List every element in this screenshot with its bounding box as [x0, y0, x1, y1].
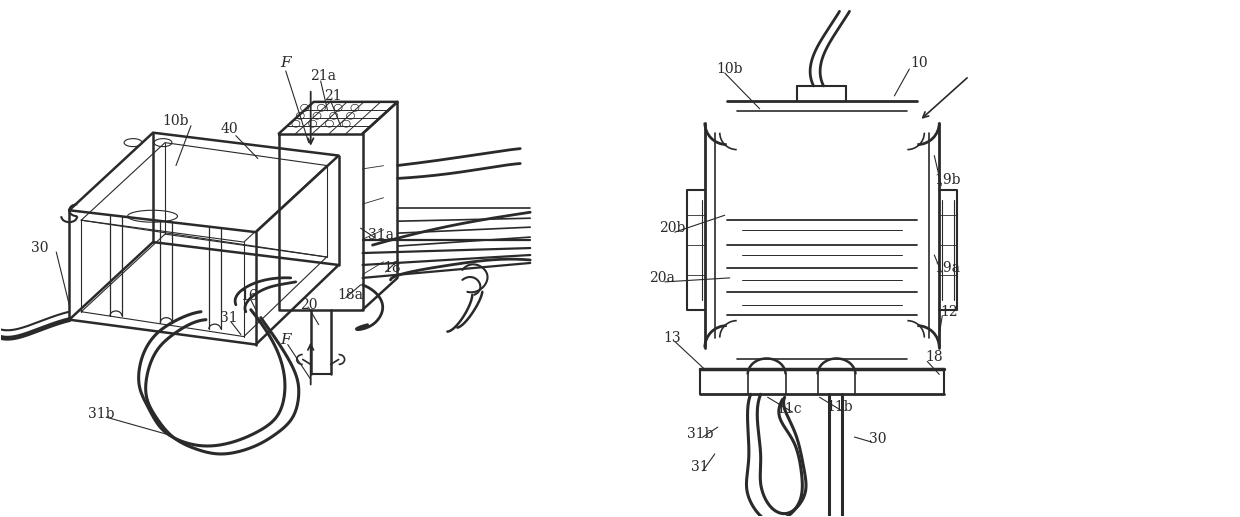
- Text: 10: 10: [910, 56, 929, 70]
- Text: 18a: 18a: [337, 288, 363, 302]
- Text: 31a: 31a: [367, 228, 393, 242]
- Text: 13: 13: [663, 330, 681, 344]
- Text: 21: 21: [324, 89, 341, 103]
- Text: 19b: 19b: [934, 173, 961, 188]
- Text: 11c: 11c: [776, 402, 802, 416]
- Text: 31: 31: [691, 460, 708, 474]
- Text: 40: 40: [219, 121, 238, 135]
- Text: 20a: 20a: [649, 271, 675, 285]
- Text: 30: 30: [869, 432, 887, 446]
- Text: 20: 20: [300, 298, 317, 312]
- Text: 11b: 11b: [826, 400, 853, 414]
- Text: 30: 30: [31, 241, 48, 255]
- Text: 31b: 31b: [88, 407, 114, 421]
- Text: 19a: 19a: [934, 261, 960, 275]
- Text: 20b: 20b: [658, 221, 684, 235]
- Text: 31b: 31b: [687, 427, 713, 441]
- Text: 12: 12: [940, 305, 959, 318]
- Text: 21a: 21a: [310, 69, 336, 83]
- Text: 10b: 10b: [717, 62, 743, 76]
- Text: 16: 16: [241, 289, 258, 303]
- Text: 10b: 10b: [162, 114, 190, 128]
- Text: F: F: [280, 56, 291, 70]
- Text: 31: 31: [219, 311, 238, 325]
- Text: 18: 18: [925, 351, 944, 364]
- Text: 18: 18: [383, 261, 402, 275]
- Text: F: F: [280, 332, 291, 346]
